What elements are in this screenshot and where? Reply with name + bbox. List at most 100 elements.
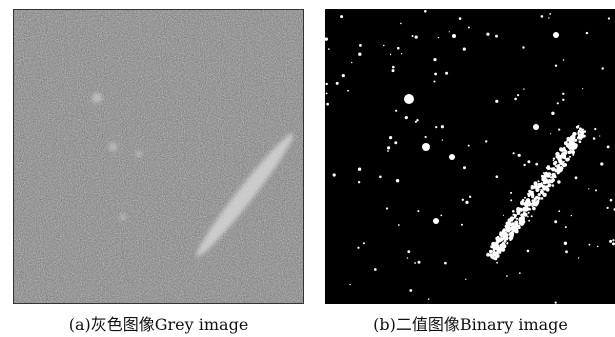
binary-pixel <box>510 191 513 194</box>
binary-pixel <box>550 133 552 135</box>
binary-pixel <box>528 207 531 211</box>
binary-pixel <box>578 137 581 140</box>
binary-pixel <box>528 219 530 222</box>
binary-pixel <box>554 170 557 173</box>
binary-pixel <box>416 119 419 122</box>
binary-pixel <box>557 157 562 162</box>
binary-pixel <box>512 228 517 233</box>
binary-pixel <box>407 250 411 254</box>
binary-pixel <box>505 221 510 226</box>
binary-pixel <box>517 94 520 97</box>
binary-pixel <box>609 239 613 243</box>
binary-pixel <box>547 183 552 187</box>
binary-pixel <box>540 182 543 184</box>
binary-pixel <box>527 203 531 207</box>
binary-pixel <box>414 120 417 123</box>
binary-pixel <box>535 203 538 207</box>
binary-pixel <box>561 153 566 158</box>
binary-pixel <box>522 212 527 216</box>
binary-pixel <box>527 160 531 164</box>
binary-pixel <box>612 242 615 246</box>
binary-pixel <box>577 129 581 133</box>
binary-pixel <box>558 168 563 173</box>
binary-pixel <box>540 15 544 18</box>
binary-pixel <box>467 144 470 147</box>
binary-pixel <box>433 218 439 224</box>
binary-pixel <box>548 166 550 169</box>
binary-pixel <box>564 226 567 229</box>
binary-pixel <box>548 17 550 19</box>
binary-pixel <box>526 249 530 253</box>
binary-pixel <box>599 135 601 137</box>
binary-pixel <box>537 180 540 183</box>
binary-pixel <box>572 142 576 146</box>
binary-pixel <box>583 130 587 133</box>
binary-pixel <box>588 188 590 190</box>
binary-pixel <box>422 143 430 151</box>
grey-bright-streak <box>196 133 294 257</box>
binary-pixel <box>595 189 597 192</box>
binary-pixel <box>545 166 548 169</box>
binary-pixel <box>552 157 556 160</box>
binary-pixel <box>540 197 544 200</box>
binary-pixel <box>449 154 455 160</box>
binary-pixel <box>563 160 565 163</box>
binary-image-panel <box>325 9 615 304</box>
binary-pixel <box>561 167 564 170</box>
binary-pixel <box>357 181 361 184</box>
binary-pixel <box>501 239 503 242</box>
binary-pixel <box>427 298 430 300</box>
binary-pixel <box>498 249 501 252</box>
binary-pixel <box>485 140 488 143</box>
binary-pixel <box>467 26 470 29</box>
binary-pixel <box>328 48 330 50</box>
binary-pixel <box>606 145 610 149</box>
binary-pixel <box>580 131 585 135</box>
binary-pixel <box>543 193 546 197</box>
binary-pixel <box>502 214 505 216</box>
binary-pixel <box>351 61 353 64</box>
binary-pixel <box>547 179 552 184</box>
binary-pixel <box>414 35 418 39</box>
binary-pixel <box>559 161 564 166</box>
binary-pixel <box>572 132 577 136</box>
binary-pixel <box>404 94 414 104</box>
binary-pixel <box>524 196 526 199</box>
binary-pixel <box>554 301 557 304</box>
binary-pixel <box>460 223 463 226</box>
binary-pixel <box>496 254 500 257</box>
binary-pixel <box>562 59 565 61</box>
binary-pixel <box>406 257 409 259</box>
binary-pixel <box>541 189 544 192</box>
grey-image-caption: (a)灰色图像Grey image <box>68 315 249 334</box>
binary-pixel <box>581 128 584 131</box>
binary-pixel <box>600 162 604 166</box>
binary-pixel <box>465 200 469 204</box>
binary-pixel <box>510 231 514 234</box>
binary-pixel <box>577 125 580 128</box>
binary-pixel <box>510 224 513 227</box>
binary-pixel <box>515 217 519 220</box>
binary-pixel <box>527 211 530 214</box>
binary-pixel <box>552 178 555 182</box>
binary-pixel <box>514 97 517 101</box>
binary-pixel <box>444 261 447 265</box>
binary-pixel <box>341 74 345 78</box>
binary-pixel <box>437 36 440 39</box>
binary-pixel <box>552 159 555 162</box>
binary-pixel <box>411 35 414 37</box>
binary-pixel <box>571 150 575 155</box>
grey-noise <box>13 9 304 304</box>
binary-pixel <box>556 164 561 169</box>
binary-pixel <box>504 224 508 228</box>
binary-pixel <box>555 154 560 159</box>
binary-pixel <box>383 44 385 47</box>
binary-foreground-pixels <box>325 10 615 304</box>
binary-pixel <box>577 257 580 259</box>
binary-pixel <box>607 17 610 20</box>
binary-pixel <box>533 124 539 130</box>
binary-pixel <box>517 153 521 157</box>
binary-pixel <box>490 250 493 253</box>
binary-pixel <box>572 139 576 142</box>
binary-pixel <box>531 195 535 199</box>
